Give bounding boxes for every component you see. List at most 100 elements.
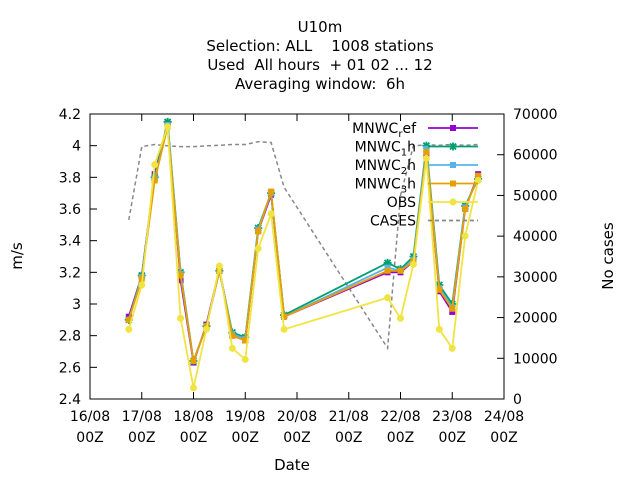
data-point: [151, 177, 158, 184]
data-point: [255, 228, 262, 235]
data-point: [229, 332, 236, 339]
chart-title: U10m: [297, 18, 343, 36]
y-axis-label: m/s: [8, 242, 26, 270]
y2-tick-label: 20000: [513, 311, 558, 327]
y-tick-label: 2.8: [59, 329, 81, 345]
data-point: [138, 281, 146, 289]
data-point: [151, 161, 159, 169]
y-tick-label: 3.6: [59, 202, 81, 218]
legend-label: OBS: [387, 195, 416, 211]
series-line: [127, 126, 479, 389]
y2-tick-label: 40000: [513, 229, 558, 245]
data-point: [397, 267, 404, 274]
x-tick-label-date: 18/08: [173, 409, 213, 425]
data-point: [436, 286, 443, 293]
data-point: [125, 316, 132, 323]
x-tick-label-hour: 00Z: [490, 430, 517, 446]
data-point: [241, 355, 249, 363]
x-tick-label-date: 22/08: [380, 409, 420, 425]
y-tick-label: 2.4: [59, 392, 81, 408]
cases-line: [128, 140, 479, 351]
data-point: [384, 294, 392, 302]
data-point: [190, 358, 197, 364]
y-tick-label: 4: [72, 139, 81, 155]
data-point: [383, 258, 392, 267]
data-point: [449, 305, 456, 312]
data-point: [202, 325, 210, 333]
data-point: [461, 232, 469, 240]
legend-label: CASES: [370, 214, 416, 230]
x-tick-label-date: 19/08: [225, 409, 265, 425]
data-point: [254, 245, 262, 253]
x-tick-label-hour: 00Z: [180, 430, 207, 446]
data-point: [449, 142, 457, 151]
x-tick-label-hour: 00Z: [232, 430, 259, 446]
data-point: [397, 314, 404, 322]
x-tick-label-hour: 00Z: [283, 430, 310, 446]
data-point: [450, 162, 456, 168]
x-tick-label-date: 20/08: [277, 409, 317, 425]
x-tick-label-hour: 00Z: [335, 430, 362, 446]
x-axis-label: Date: [274, 456, 310, 474]
legend-label: MNWC1h: [355, 140, 416, 159]
y-tick-label: 3.8: [59, 170, 81, 186]
y2-tick-label: 10000: [513, 351, 558, 367]
data-point: [474, 177, 482, 184]
x-tick-label-hour: 00Z: [128, 430, 155, 446]
y-tick-label: 2.6: [59, 360, 81, 376]
x-tick-label-hour: 00Z: [76, 430, 103, 446]
y2-tick-label: 60000: [513, 148, 558, 164]
data-point: [449, 198, 457, 206]
data-point: [448, 344, 456, 352]
data-point: [423, 145, 430, 152]
y-tick-label: 3.4: [59, 234, 81, 250]
data-point: [422, 154, 430, 162]
legend-label: MNWC2h: [355, 158, 416, 177]
y2-tick-label: 50000: [513, 188, 558, 204]
data-point: [384, 267, 391, 274]
x-tick-label-date: 17/08: [122, 409, 162, 425]
data-point: [267, 210, 275, 218]
data-point: [228, 344, 236, 352]
series-4: [125, 123, 482, 392]
plot-frame: [89, 113, 505, 400]
x-tick-label-date: 16/08: [70, 409, 110, 425]
y2-axis-label: No cases: [599, 222, 617, 290]
x-tick-label-date: 21/08: [329, 409, 369, 425]
y2-tick-label: 0: [513, 392, 522, 408]
data-point: [450, 125, 456, 131]
data-point: [268, 188, 275, 195]
data-point: [449, 308, 456, 315]
chart-subtitle-line-2: Used All hours + 01 02 ... 12: [207, 56, 433, 74]
data-point: [177, 272, 184, 279]
chart-subtitle-line-3: Averaging window: 6h: [234, 75, 406, 93]
data-point: [409, 260, 417, 268]
data-point: [125, 325, 133, 333]
data-point: [462, 206, 469, 212]
y2-tick-label: 70000: [513, 107, 558, 123]
data-point: [422, 141, 431, 150]
x-tick-label-date: 23/08: [432, 409, 472, 425]
data-point: [384, 264, 391, 271]
y-tick-label: 4.2: [59, 107, 81, 123]
data-point: [423, 149, 430, 155]
data-point: [280, 325, 288, 333]
x-tick-label-hour: 00Z: [387, 430, 414, 446]
legend-label: MNWCref: [352, 121, 417, 140]
data-point: [281, 313, 288, 320]
x-tick-label-hour: 00Z: [439, 430, 466, 446]
y2-tick-label: 30000: [513, 270, 558, 286]
data-point: [215, 262, 223, 270]
data-point: [450, 180, 456, 187]
chart-subtitle-line-1: Selection: ALL 1008 stations: [206, 37, 434, 55]
data-point: [242, 337, 249, 344]
x-tick-label-date: 24/08: [484, 409, 524, 425]
data-point: [190, 384, 197, 392]
legend-label: MNWC3h: [355, 177, 416, 196]
data-point: [475, 172, 482, 179]
data-point: [435, 325, 443, 333]
y-tick-label: 3.2: [59, 265, 81, 281]
data-point: [177, 314, 185, 322]
